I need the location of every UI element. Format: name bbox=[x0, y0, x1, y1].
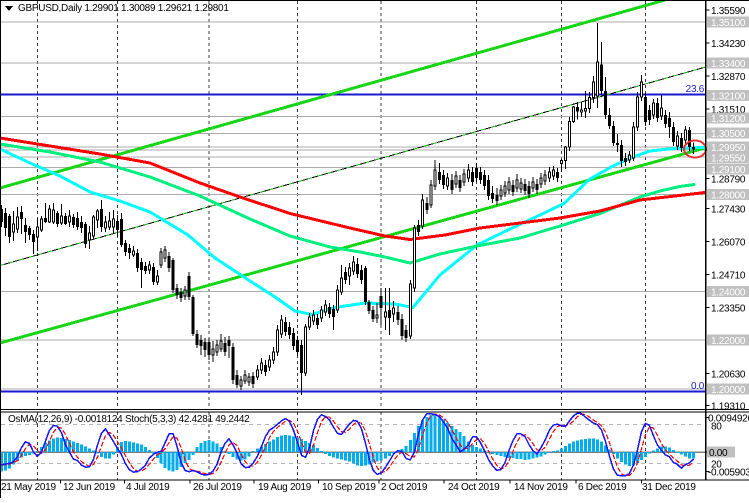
svg-text:0.0094926: 0.0094926 bbox=[708, 414, 749, 425]
svg-text:GBPUSD,Daily 1.29901 1.30089: GBPUSD,Daily 1.29901 1.30089 1.29621 1.2… bbox=[18, 3, 229, 14]
svg-text:1.35100: 1.35100 bbox=[711, 18, 746, 29]
svg-text:0.00: 0.00 bbox=[709, 448, 728, 459]
svg-text:1.20630: 1.20630 bbox=[711, 370, 746, 381]
svg-text:1.32870: 1.32870 bbox=[711, 72, 746, 83]
svg-text:4 Jul 2019: 4 Jul 2019 bbox=[126, 482, 170, 493]
svg-text:1.29950: 1.29950 bbox=[711, 143, 746, 154]
svg-text:23.6: 23.6 bbox=[686, 84, 705, 95]
svg-text:21 May 2019: 21 May 2019 bbox=[1, 482, 56, 493]
svg-text:24 Oct 2019: 24 Oct 2019 bbox=[448, 482, 500, 493]
svg-text:20: 20 bbox=[711, 460, 722, 471]
svg-text:1.24710: 1.24710 bbox=[711, 270, 746, 281]
svg-text:1.35590: 1.35590 bbox=[711, 6, 746, 17]
svg-text:1.20000: 1.20000 bbox=[711, 385, 746, 396]
svg-text:-0.0059039: -0.0059039 bbox=[708, 468, 749, 479]
svg-text:1.33400: 1.33400 bbox=[711, 59, 746, 70]
svg-text:1.24000: 1.24000 bbox=[711, 287, 746, 298]
svg-text:31 Dec 2019: 31 Dec 2019 bbox=[642, 482, 696, 493]
svg-text:10 Sep 2019: 10 Sep 2019 bbox=[322, 482, 376, 493]
svg-text:12 Jun 2019: 12 Jun 2019 bbox=[63, 482, 116, 493]
svg-text:1.26070: 1.26070 bbox=[711, 237, 746, 248]
svg-text:1.28000: 1.28000 bbox=[711, 190, 746, 201]
svg-text:80: 80 bbox=[711, 421, 722, 432]
svg-text:14 Nov 2019: 14 Nov 2019 bbox=[514, 482, 568, 493]
svg-text:OsMA(12,26,9) -0.0018124 Stoc: OsMA(12,26,9) -0.0018124 Stoch(5,3,3) 42… bbox=[8, 414, 250, 425]
svg-text:1.29100: 1.29100 bbox=[711, 165, 746, 176]
svg-text:19 Aug 2019: 19 Aug 2019 bbox=[258, 482, 312, 493]
svg-text:1.22000: 1.22000 bbox=[711, 336, 746, 347]
svg-text:1.30500: 1.30500 bbox=[711, 129, 746, 140]
svg-text:6 Dec 2019: 6 Dec 2019 bbox=[578, 482, 627, 493]
svg-text:1.31200: 1.31200 bbox=[711, 114, 746, 125]
svg-text:1.28790: 1.28790 bbox=[711, 175, 746, 186]
svg-text:1.27430: 1.27430 bbox=[711, 204, 746, 215]
svg-text:1.23350: 1.23350 bbox=[711, 303, 746, 314]
svg-text:1.34230: 1.34230 bbox=[711, 39, 746, 50]
svg-text:1.19310: 1.19310 bbox=[711, 402, 746, 413]
svg-text:1.31510: 1.31510 bbox=[711, 105, 746, 116]
svg-text:2 Oct 2019: 2 Oct 2019 bbox=[381, 482, 428, 493]
svg-text:26 Jul 2019: 26 Jul 2019 bbox=[193, 482, 242, 493]
svg-text:1.32100: 1.32100 bbox=[711, 92, 746, 103]
svg-text:0.0: 0.0 bbox=[691, 381, 705, 392]
svg-text:1.29550: 1.29550 bbox=[711, 154, 746, 165]
